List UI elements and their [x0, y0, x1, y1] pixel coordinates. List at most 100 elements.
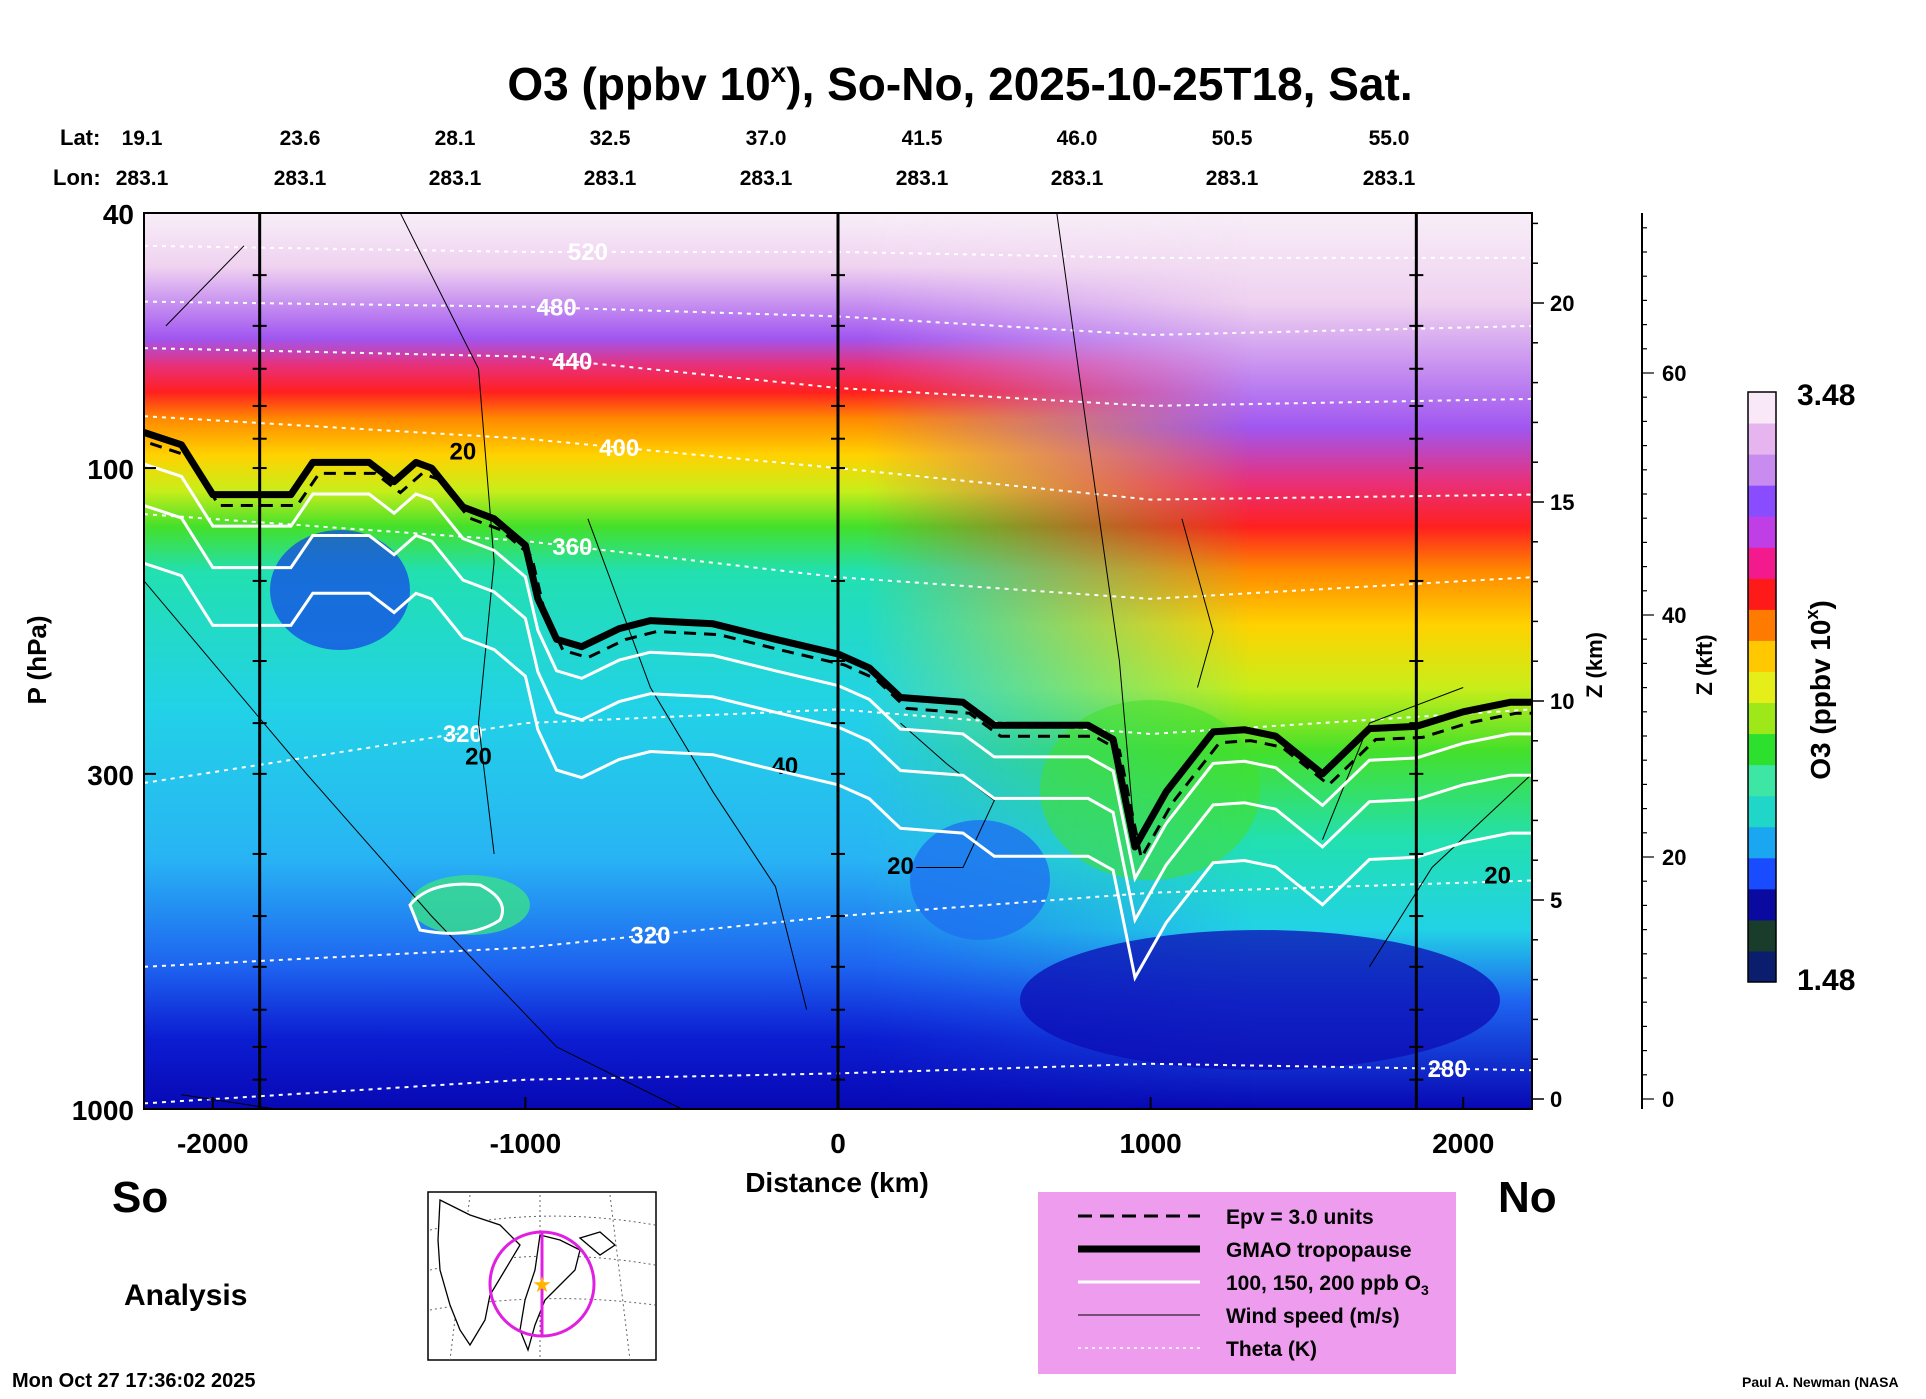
- wind-speed-label: 20: [465, 743, 492, 770]
- wind-speed-label: 20: [450, 439, 477, 466]
- zkm-axis-label: Z (km): [1582, 632, 1607, 698]
- theta-label: 320: [443, 721, 483, 748]
- zkft-tick-label: 40: [1662, 603, 1686, 628]
- colorbar: [1747, 391, 1777, 983]
- lon-value: 283.1: [274, 167, 327, 190]
- colorbar-swatch: [1748, 702, 1776, 735]
- zkft-tick-label: 0: [1662, 1087, 1674, 1112]
- y-axis-label: P (hPa): [22, 615, 52, 704]
- theta-label: 440: [552, 349, 592, 376]
- colorbar-swatch: [1748, 826, 1776, 859]
- analysis-label: Analysis: [124, 1279, 247, 1312]
- theta-label: 320: [630, 922, 670, 949]
- x-tick-label: -1000: [490, 1128, 562, 1159]
- lon-value: 283.1: [584, 167, 637, 190]
- epv-contour-line: [149, 441, 1532, 863]
- lat-value: 19.1: [122, 127, 163, 150]
- colorbar-swatch: [1748, 578, 1776, 610]
- colorbar-swatch: [1748, 795, 1776, 828]
- colorbar-swatch: [1748, 888, 1776, 921]
- wind-speed-contour: [1322, 687, 1464, 840]
- colorbar-swatch: [1748, 671, 1776, 704]
- colorbar-swatch: [1748, 485, 1776, 517]
- zkft-tick-label: 20: [1662, 845, 1686, 870]
- y-tick-label: 300: [87, 760, 134, 791]
- wind-speed-contour: [900, 722, 995, 868]
- legend-label: Epv = 3.0 units: [1226, 1206, 1374, 1229]
- lat-value: 23.6: [280, 127, 321, 150]
- y-tick-label: 40: [103, 199, 134, 230]
- colorbar-swatch: [1748, 423, 1776, 455]
- wind-speed-contour: [165, 245, 245, 327]
- colorbar-min-label: 1.48: [1797, 964, 1855, 997]
- x-tick-label: 0: [830, 1128, 846, 1159]
- zkm-tick-label: 0: [1550, 1087, 1562, 1112]
- zkm-tick-label: 10: [1550, 689, 1574, 714]
- lon-row-label: Lon:: [53, 165, 101, 190]
- x-tick-label: 1000: [1119, 1128, 1181, 1159]
- theta-label: 480: [537, 295, 577, 322]
- legend-label: 100, 150, 200 ppb O3: [1226, 1272, 1429, 1298]
- y-tick-label: 1000: [72, 1095, 134, 1126]
- wind-speed-contour: [1368, 773, 1532, 968]
- lat-value: 32.5: [590, 127, 631, 150]
- zkm-tick-label: 5: [1550, 888, 1562, 913]
- lon-value: 283.1: [1206, 167, 1259, 190]
- theta-label: 360: [552, 534, 592, 561]
- inset-map: ★: [427, 1191, 657, 1361]
- colorbar-swatch: [1748, 516, 1776, 548]
- legend-label: Wind speed (m/s): [1226, 1305, 1400, 1328]
- lat-value: 46.0: [1057, 127, 1098, 150]
- lat-value: 37.0: [746, 127, 787, 150]
- lon-value: 283.1: [1363, 167, 1416, 190]
- lon-value: 283.1: [429, 167, 482, 190]
- zkm-tick-label: 15: [1550, 490, 1574, 515]
- map-center-star-icon: ★: [532, 1272, 552, 1297]
- timestamp: Mon Oct 27 17:36:02 2025: [12, 1370, 255, 1392]
- colorbar-swatch: [1748, 392, 1776, 424]
- colorbar-title: O3 (ppbv 10x): [1802, 600, 1836, 780]
- wind-speed-contour: [587, 518, 808, 1010]
- wind-speed-label: 20: [1484, 863, 1511, 890]
- colorbar-swatch: [1748, 640, 1776, 672]
- theta-label: 280: [1428, 1056, 1468, 1083]
- theta-isentrope: [144, 513, 1532, 600]
- legend-label: GMAO tropopause: [1226, 1239, 1412, 1262]
- wind-speed-contour: [1056, 213, 1136, 840]
- colorbar-swatch: [1748, 454, 1776, 486]
- x-tick-label: 2000: [1432, 1128, 1494, 1159]
- colorbar-swatch: [1748, 857, 1776, 890]
- ozone-contour-line: [408, 882, 504, 935]
- colorbar-max-label: 3.48: [1797, 379, 1855, 412]
- lat-row-label: Lat:: [60, 125, 100, 150]
- ozone-blob: [1020, 930, 1500, 1070]
- lon-value: 283.1: [116, 167, 169, 190]
- colorbar-swatch: [1748, 547, 1776, 579]
- chart-title: O3 (ppbv 10x), So-No, 2025-10-25T18, Sat…: [507, 57, 1412, 110]
- wind-speed-contour: [144, 580, 682, 1109]
- zkft-tick-label: 60: [1662, 361, 1686, 386]
- colorbar-swatch: [1748, 609, 1776, 641]
- ozone-blob: [270, 530, 410, 650]
- ozone-blob: [910, 820, 1050, 940]
- legend-label: Theta (K): [1226, 1338, 1317, 1361]
- wind-speed-contour: [1181, 518, 1214, 688]
- lon-value: 283.1: [1051, 167, 1104, 190]
- wind-speed-label: 20: [887, 853, 914, 880]
- lat-value: 41.5: [902, 127, 943, 150]
- lat-value: 28.1: [435, 127, 476, 150]
- x-tick-label: -2000: [177, 1128, 249, 1159]
- zkft-axis-label: Z (kft): [1692, 634, 1717, 695]
- colorbar-frame: [1747, 391, 1777, 983]
- colorbar-swatch: [1748, 764, 1776, 797]
- credit: Paul A. Newman (NASA: [1742, 1374, 1899, 1390]
- colorbar-swatch: [1748, 733, 1776, 766]
- theta-label: 400: [599, 435, 639, 462]
- legend: Epv = 3.0 units GMAO tropopause 100, 150, …: [1038, 1192, 1456, 1374]
- colorbar-swatch: [1748, 950, 1776, 983]
- colorbar-swatch: [1748, 919, 1776, 952]
- x-axis-label: Distance (km): [745, 1167, 929, 1198]
- y-tick-label: 100: [87, 454, 134, 485]
- lon-value: 283.1: [740, 167, 793, 190]
